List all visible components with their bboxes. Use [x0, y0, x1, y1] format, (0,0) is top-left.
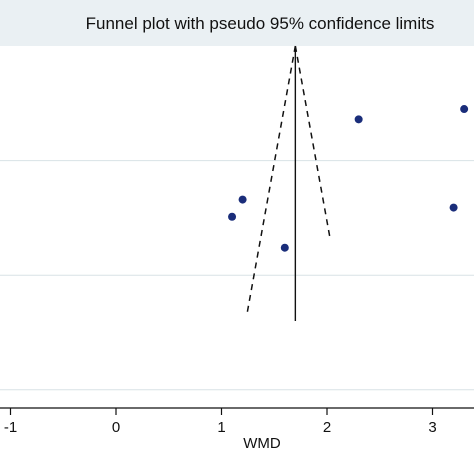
x-tick-label-3: 3 [428, 419, 436, 436]
study-point-1 [460, 105, 469, 114]
x-axis-title: WMD [243, 435, 281, 452]
x-tick-label--1: -1 [4, 419, 17, 436]
study-point-3 [238, 195, 247, 204]
study-point-5 [449, 203, 458, 212]
study-point-6 [280, 243, 289, 252]
x-tick-label-1: 1 [217, 419, 225, 436]
ci-upper-limit [294, 45, 331, 239]
title-band [0, 0, 474, 46]
chart-title: Funnel plot with pseudo 95% confidence l… [85, 14, 435, 33]
study-point-2 [354, 115, 363, 124]
x-tick-label-2: 2 [323, 419, 331, 436]
ci-lower-limit [246, 45, 297, 316]
x-tick-label-0: 0 [112, 419, 120, 436]
study-point-4 [228, 212, 237, 221]
